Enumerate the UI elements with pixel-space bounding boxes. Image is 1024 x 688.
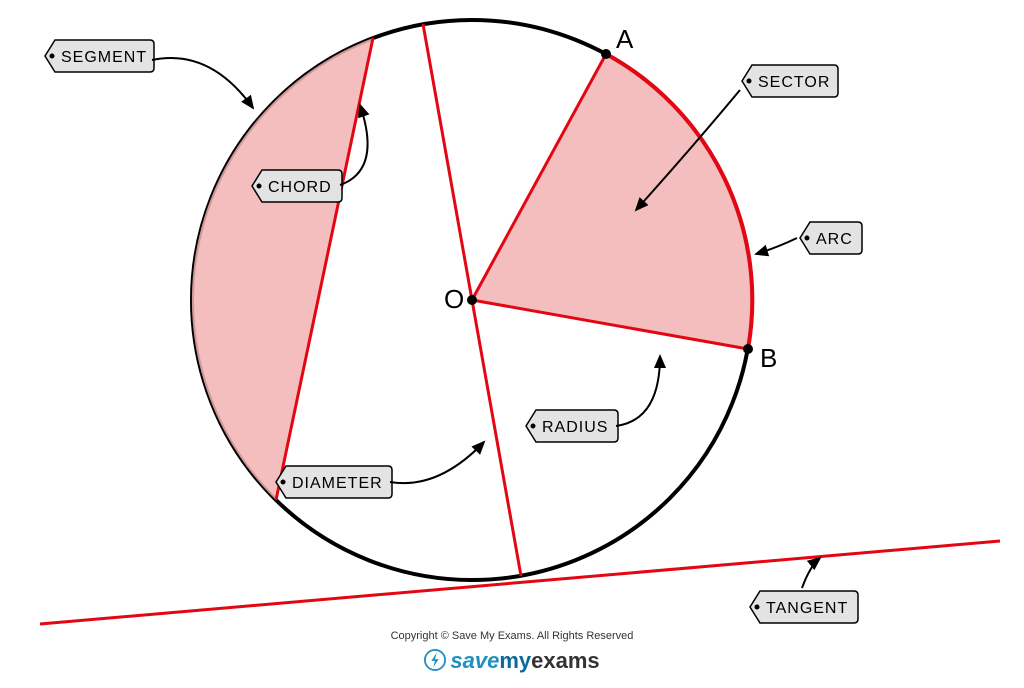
brand-word-exams: exams [531, 648, 600, 673]
copyright-text: Copyright © Save My Exams. All Rights Re… [0, 630, 1024, 642]
radius-tag: RADIUS [526, 410, 618, 442]
brand-logo: savemyexams [0, 648, 1024, 674]
point-b-label: B [760, 343, 777, 373]
svg-text:ARC: ARC [816, 231, 853, 248]
svg-text:SEGMENT: SEGMENT [61, 49, 147, 66]
arc-tag: ARC [800, 222, 862, 254]
arc-arrow [756, 238, 797, 254]
brand-word-save: save [450, 648, 499, 673]
chord-tag: CHORD [252, 170, 342, 202]
point-b [743, 344, 753, 354]
tangent-arrow [802, 558, 820, 588]
svg-text:RADIUS: RADIUS [542, 419, 608, 436]
svg-text:TANGENT: TANGENT [766, 600, 848, 617]
svg-text:CHORD: CHORD [268, 179, 332, 196]
sector-tag: SECTOR [742, 65, 838, 97]
segment-arrow [152, 58, 253, 108]
svg-text:DIAMETER: DIAMETER [292, 475, 383, 492]
center-label: O [444, 284, 464, 314]
point-a-label: A [616, 24, 634, 54]
diameter-tag: DIAMETER [276, 466, 392, 498]
circle-parts-diagram: O A B SEGMENT CHORD SECTOR ARC RADIUS DI… [0, 0, 1024, 688]
brand-word-my: my [499, 648, 531, 673]
tangent-tag: TANGENT [750, 591, 858, 623]
center-point [467, 295, 477, 305]
brand-bolt-icon [424, 649, 446, 671]
svg-text:SECTOR: SECTOR [758, 74, 830, 91]
point-a [601, 49, 611, 59]
segment-tag: SEGMENT [45, 40, 154, 72]
